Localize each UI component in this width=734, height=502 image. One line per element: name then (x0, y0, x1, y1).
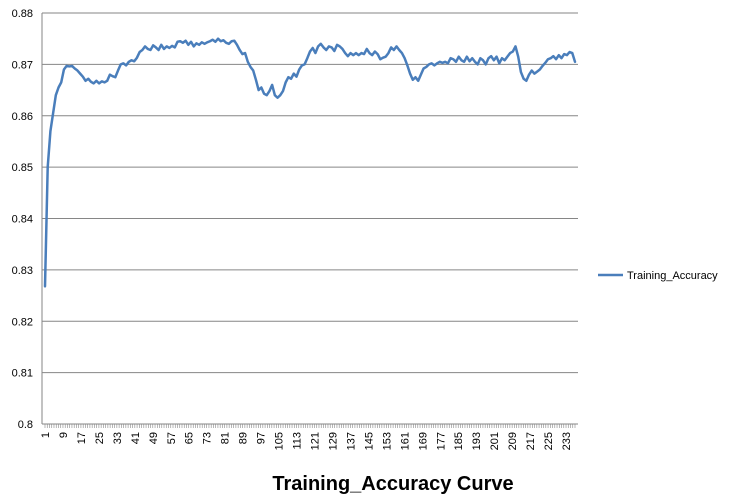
y-tick-label-6: 0.86 (12, 111, 33, 123)
x-tick-label-10: 81 (220, 432, 232, 444)
x-tick-label-18: 145 (363, 432, 375, 450)
x-tick-label-9: 73 (202, 432, 214, 444)
x-tick-label-2: 17 (76, 432, 88, 444)
x-tick-label-13: 105 (274, 432, 286, 450)
x-tick-label-7: 57 (166, 432, 178, 444)
x-tick-label-11: 89 (238, 432, 250, 444)
x-tick-label-17: 137 (345, 432, 357, 450)
x-tick-label-3: 25 (94, 432, 106, 444)
x-tick-label-29: 233 (561, 432, 573, 450)
x-tick-label-4: 33 (112, 432, 124, 444)
x-tick-label-21: 169 (417, 432, 429, 450)
x-tick-label-0: 1 (40, 432, 52, 438)
x-tick-label-24: 193 (471, 432, 483, 450)
y-tick-label-2: 0.82 (12, 316, 33, 328)
x-tick-label-12: 97 (256, 432, 268, 444)
series-lines (43, 37, 577, 288)
x-tick-label-15: 121 (309, 432, 321, 450)
y-tick-label-8: 0.88 (12, 8, 33, 20)
x-tick-label-16: 129 (327, 432, 339, 450)
x-axis-tick-labels: 1 9 17 25 33 41 49 57 65 73 81 89 97 105 113 121 129 137 1… (40, 432, 573, 450)
x-tick-label-8: 65 (184, 432, 196, 444)
x-axis (41, 13, 578, 428)
legend-label: Training_Accuracy (627, 270, 718, 282)
x-tick-label-27: 217 (525, 432, 537, 450)
x-tick-label-14: 113 (292, 432, 304, 450)
x-tick-label-20: 161 (399, 432, 411, 450)
x-tick-label-28: 225 (543, 432, 555, 450)
chart-title: Training_Accuracy Curve (272, 473, 513, 495)
legend: Training_Accuracy (598, 270, 718, 282)
y-tick-label-7: 0.87 (12, 59, 33, 71)
x-tick-label-25: 201 (489, 432, 501, 450)
y-tick-label-3: 0.83 (12, 265, 33, 277)
y-tick-label-0: 0.8 (18, 419, 33, 431)
x-tick-label-19: 153 (381, 432, 393, 450)
x-tick-label-23: 185 (453, 432, 465, 450)
gridlines (42, 12, 578, 425)
y-tick-label-5: 0.85 (12, 162, 33, 174)
series-line-0 (43, 37, 577, 288)
x-tick-label-5: 41 (130, 432, 142, 444)
y-tick-label-4: 0.84 (12, 214, 33, 226)
x-tick-label-1: 9 (58, 432, 70, 438)
x-tick-label-26: 209 (507, 432, 519, 450)
x-tick-label-22: 177 (435, 432, 447, 450)
y-tick-label-1: 0.81 (12, 368, 33, 380)
x-tick-label-6: 49 (148, 432, 160, 444)
y-axis-tick-labels: 0.8 0.81 0.82 0.83 0.84 0.85 0.86 0.87 0.88 (12, 8, 33, 431)
